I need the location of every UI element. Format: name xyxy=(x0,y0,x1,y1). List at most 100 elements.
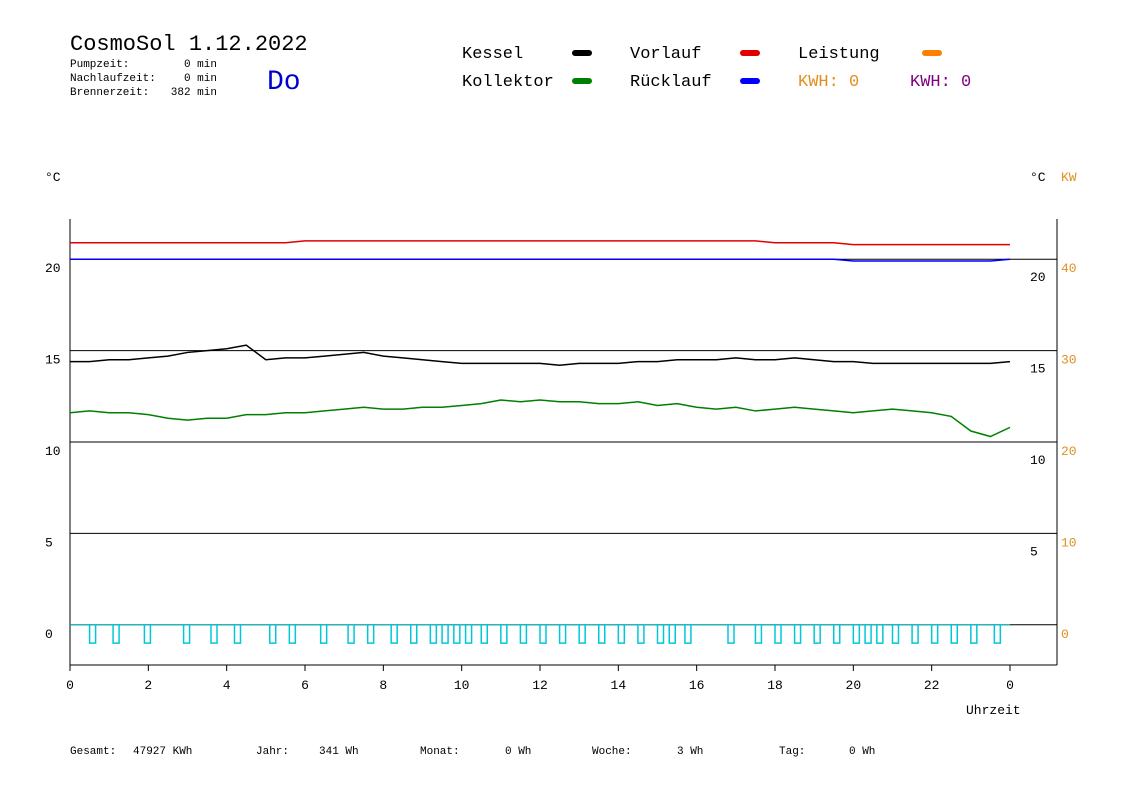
pulse xyxy=(668,624,676,644)
kwh-label: KWH: 0 xyxy=(910,73,971,92)
pulse xyxy=(366,624,375,644)
pulse xyxy=(578,624,586,644)
footer-label: Woche: xyxy=(592,746,632,758)
y-axis-label: °C xyxy=(45,170,61,185)
pulse xyxy=(429,624,438,644)
pulse xyxy=(930,624,939,644)
y2-tick-label: 10 xyxy=(1061,535,1077,550)
info-label: Brennerzeit: xyxy=(70,87,149,99)
pulse xyxy=(617,624,626,644)
info-value: 0 min xyxy=(184,73,217,85)
legend-label: Rücklauf xyxy=(630,73,712,92)
series-line xyxy=(70,344,1011,366)
pulse xyxy=(519,624,528,644)
y2-axis-label: KW xyxy=(1061,170,1077,185)
y2-tick-label: 30 xyxy=(1061,353,1077,368)
pulse xyxy=(852,624,861,644)
x-tick-label: 12 xyxy=(532,678,548,693)
x-tick-label: 16 xyxy=(689,678,705,693)
pulse xyxy=(269,624,277,644)
y-tick-label: 0 xyxy=(45,627,53,642)
footer-value: 0 Wh xyxy=(505,746,531,758)
pulse xyxy=(864,624,872,644)
footer-value: 341 Wh xyxy=(319,746,359,758)
footer-value: 47927 KWh xyxy=(133,746,192,758)
x-axis-label: Uhrzeit xyxy=(966,703,1021,718)
x-tick-label: 10 xyxy=(454,678,470,693)
pulse xyxy=(993,624,1002,644)
pulse xyxy=(143,624,152,644)
pulse xyxy=(754,624,763,644)
legend-label: Leistung xyxy=(798,45,880,64)
legend-swatch xyxy=(740,50,760,56)
x-tick-label: 14 xyxy=(611,678,627,693)
pulse xyxy=(464,624,473,644)
info-label: Pumpzeit: xyxy=(70,59,129,71)
pulse xyxy=(727,624,735,644)
pulse xyxy=(891,624,900,644)
y2-tick-label: 20 xyxy=(1061,444,1077,459)
pulse xyxy=(347,624,355,644)
legend-swatch xyxy=(572,78,592,84)
legend-label: Kollektor xyxy=(462,73,554,92)
pulse xyxy=(911,624,919,644)
x-tick-label: 0 xyxy=(66,678,74,693)
pulse xyxy=(288,624,297,644)
series-line xyxy=(69,399,1011,438)
x-tick-label: 8 xyxy=(379,678,387,693)
pulse xyxy=(500,624,508,644)
y-tick-label: 20 xyxy=(45,261,61,276)
x-tick-label: 22 xyxy=(924,678,940,693)
footer-value: 0 Wh xyxy=(849,746,875,758)
footer-label: Jahr: xyxy=(256,746,289,758)
kwh-label: KWH: 0 xyxy=(798,73,859,92)
footer-label: Gesamt: xyxy=(70,746,116,758)
weekday: Do xyxy=(267,67,301,98)
pulse xyxy=(684,624,692,644)
pulse xyxy=(210,624,218,644)
pulse xyxy=(390,624,398,644)
x-tick-label: 6 xyxy=(301,678,309,693)
legend-label: Vorlauf xyxy=(630,45,701,64)
pulse xyxy=(182,624,191,644)
y-tick-label: 15 xyxy=(45,353,61,368)
footer-label: Tag: xyxy=(779,746,805,758)
pulse xyxy=(637,624,645,644)
pulse xyxy=(876,624,884,644)
pulse xyxy=(480,624,488,644)
pulse xyxy=(233,624,242,644)
y2-tick-label: 40 xyxy=(1061,261,1077,276)
y-tick-label: 10 xyxy=(45,444,61,459)
info-label: Nachlaufzeit: xyxy=(70,73,156,85)
legend-swatch xyxy=(572,50,592,56)
pulse xyxy=(453,624,461,644)
y-tick-label-right: 15 xyxy=(1030,362,1046,377)
pulse xyxy=(88,624,97,644)
legend-swatch xyxy=(740,78,760,84)
pulse xyxy=(598,624,606,644)
pulse xyxy=(950,624,958,644)
pulse xyxy=(833,624,841,644)
y-tick-label-right: 5 xyxy=(1030,544,1038,559)
pulse xyxy=(441,624,449,644)
pulse xyxy=(774,624,782,644)
x-tick-label: 18 xyxy=(767,678,783,693)
chart-title: CosmoSol 1.12.2022 xyxy=(70,32,308,57)
legend-swatch xyxy=(922,50,942,56)
series-line xyxy=(70,258,1011,262)
footer-label: Monat: xyxy=(420,746,460,758)
x-tick-label: 20 xyxy=(846,678,862,693)
y-axis-label-right: °C xyxy=(1030,170,1046,185)
pulse xyxy=(558,624,567,644)
legend-label: Kessel xyxy=(462,45,523,64)
y-tick-label-right: 20 xyxy=(1030,270,1046,285)
y-tick-label: 5 xyxy=(45,535,53,550)
pulse xyxy=(112,624,120,644)
pulse xyxy=(319,624,328,644)
info-value: 0 min xyxy=(184,59,217,71)
y2-tick-label: 0 xyxy=(1061,627,1069,642)
x-tick-label: 2 xyxy=(144,678,152,693)
footer-value: 3 Wh xyxy=(677,746,703,758)
pulse xyxy=(813,624,821,644)
